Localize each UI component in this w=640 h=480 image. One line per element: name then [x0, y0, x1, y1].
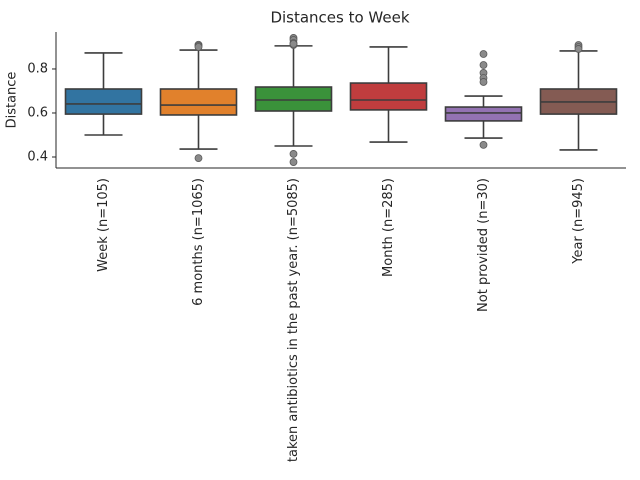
x-tick-label: 6 months (n=1065) — [191, 178, 206, 306]
x-tick-label: Month (n=285) — [381, 178, 396, 277]
y-axis-label: Distance — [5, 72, 20, 129]
x-tick-label: Week (n=105) — [96, 178, 111, 272]
box — [349, 82, 428, 111]
box — [64, 88, 143, 115]
x-tick-label: taken antibiotics in the past year. (n=5… — [286, 178, 301, 462]
y-tick-label: 0.4 — [27, 149, 48, 164]
x-tick-label: Year (n=945) — [571, 178, 586, 265]
outlier — [574, 45, 583, 53]
outlier — [289, 39, 298, 48]
box — [159, 88, 238, 116]
y-tick-label: 0.8 — [27, 61, 48, 76]
box — [444, 106, 523, 122]
outlier — [479, 50, 488, 58]
outlier — [194, 43, 203, 51]
box — [254, 86, 333, 112]
outlier — [479, 78, 488, 86]
outlier — [479, 140, 488, 149]
outlier — [479, 61, 488, 69]
x-tick-label: Not provided (n=30) — [476, 178, 491, 312]
outlier — [194, 154, 203, 162]
outlier — [289, 150, 298, 158]
outlier — [289, 158, 298, 166]
y-tick-label: 0.6 — [27, 105, 48, 120]
chart-title: Distances to Week — [270, 9, 409, 27]
